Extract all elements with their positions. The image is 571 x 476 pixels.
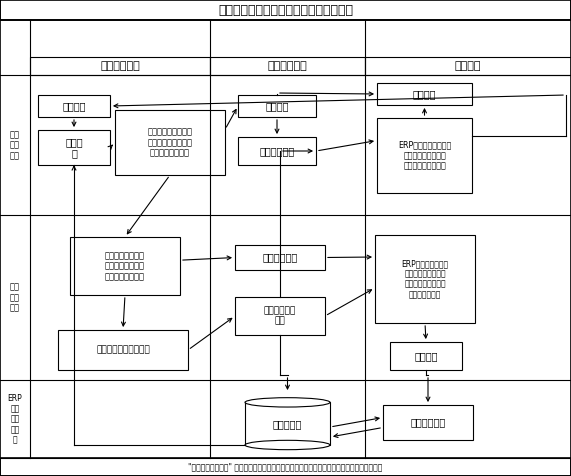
Text: 实物配货（产品规
格、色号、缸号、
件数、产品净重）: 实物配货（产品规 格、色号、缸号、 件数、产品净重） [105, 251, 145, 281]
Bar [390, 342, 462, 370]
Text: 出库产品装车: 出库产品装车 [263, 252, 297, 262]
Bar [238, 95, 316, 117]
Bar [115, 110, 225, 175]
Bar [58, 330, 188, 370]
Text: 出库件号记录
文件: 出库件号记录 文件 [264, 306, 296, 326]
Bar [235, 245, 325, 270]
Text: 库区
管理
业务: 库区 管理 业务 [10, 283, 20, 312]
Text: 产品出库起运: 产品出库起运 [259, 146, 295, 156]
Text: 数据库系统: 数据库系统 [273, 419, 302, 429]
Text: ERP程序销管运行模块
（销货统计、贷款核
算、应收账款记账）: ERP程序销管运行模块 （销货统计、贷款核 算、应收账款记账） [398, 140, 451, 170]
Text: 数据运行: 数据运行 [455, 61, 481, 71]
Text: 存货检
索: 存货检 索 [65, 137, 83, 159]
Text: 容错算法运行: 容错算法运行 [411, 417, 445, 427]
Text: ERP
系统
数据
库支
撑: ERP 系统 数据 库支 撑 [7, 394, 22, 444]
Ellipse shape [245, 397, 330, 407]
Text: ERP程序仓储运行模
块（产品出库单据核
实、销货账务记录、
仓储存货变更）: ERP程序仓储运行模 块（产品出库单据核 实、销货账务记录、 仓储存货变更） [401, 259, 449, 299]
Bar [235, 297, 325, 335]
Text: "先起运后验证流程" 整车起运与数据验证没有时间依赖关系，错码处置作为系统内部运行过程: "先起运后验证流程" 整车起运与数据验证没有时间依赖关系，错码处置作为系统内部运… [188, 463, 383, 472]
Bar [38, 130, 110, 165]
Text: 产品实物流转: 产品实物流转 [268, 61, 307, 71]
Bar [70, 237, 180, 295]
Bar [383, 405, 473, 440]
Text: 业务指令执行: 业务指令执行 [100, 61, 140, 71]
Text: 错码触发: 错码触发 [414, 351, 438, 361]
Ellipse shape [245, 440, 330, 450]
Bar [377, 83, 472, 105]
Bar [0, 458, 571, 476]
Bar [238, 137, 316, 165]
Text: 销售供货: 销售供货 [266, 101, 289, 111]
Text: 产成品库区产品销货流程（容错改进后）: 产成品库区产品销货流程（容错改进后） [218, 3, 353, 17]
Text: 客户需求: 客户需求 [62, 101, 86, 111]
Text: 贷款结算: 贷款结算 [413, 89, 436, 99]
Bar [245, 402, 330, 445]
Bar [30, 57, 210, 75]
Bar [0, 0, 571, 20]
Text: 产品
销售
业务: 产品 销售 业务 [10, 130, 20, 160]
Bar [38, 95, 110, 117]
Bar [210, 57, 365, 75]
Text: 出库件号条码信息采集: 出库件号条码信息采集 [96, 346, 150, 355]
Text: 产品销货指令（客户
、产品规格、色号、
缸号、产品净重）: 产品销货指令（客户 、产品规格、色号、 缸号、产品净重） [147, 128, 192, 158]
Bar [377, 118, 472, 193]
Bar [365, 57, 571, 75]
Bar [375, 235, 475, 323]
